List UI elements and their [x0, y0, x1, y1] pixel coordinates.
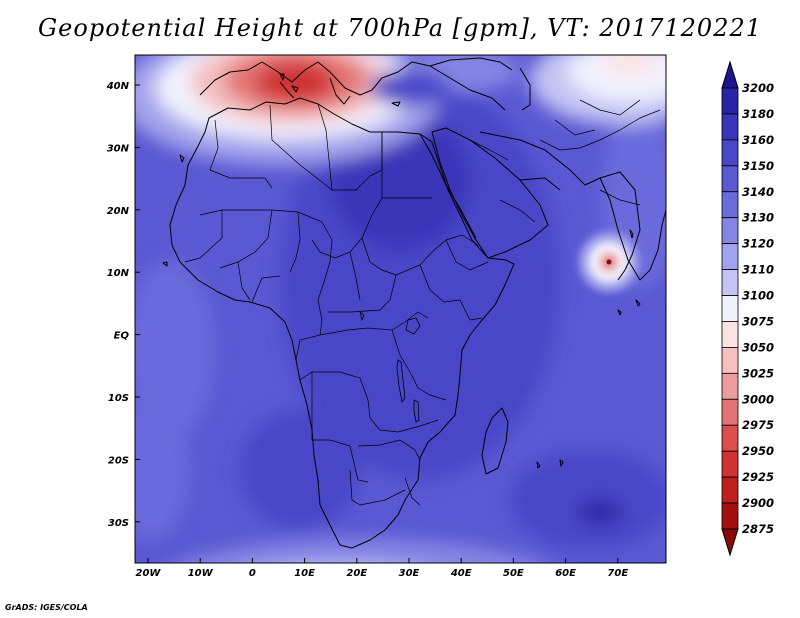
- colorbar-label: 2975: [742, 418, 774, 432]
- y-tick-label: 20N: [107, 206, 130, 217]
- colorbar-label: 3150: [742, 159, 774, 173]
- colorbar-band: [721, 269, 739, 296]
- colorbar-bottom-arrow: [721, 528, 739, 557]
- colorbar-label: 3120: [742, 237, 774, 251]
- colorbar-band: [721, 321, 739, 348]
- colorbar-band: [721, 424, 739, 452]
- colorbar: 3200 3180 3160 3150 3140 3130 3120 3110 3100 3075…: [721, 60, 774, 557]
- x-tick-label: 40E: [450, 568, 472, 579]
- colorbar-label: 2950: [742, 444, 774, 458]
- colorbar-label: 2925: [742, 470, 774, 484]
- grads-credit: GrADS: IGES/COLA: [5, 603, 88, 612]
- colorbar-label: 3000: [742, 392, 774, 406]
- x-tick-label: 60E: [555, 568, 576, 579]
- colorbar-label: 3025: [742, 366, 774, 380]
- x-tick-label: 10W: [188, 568, 214, 579]
- colorbar-band: [721, 372, 739, 400]
- y-tick-label: 40N: [106, 81, 130, 92]
- x-tick-label: 50E: [503, 568, 524, 579]
- colorbar-label: 3130: [742, 211, 774, 225]
- coastlines: [162, 57, 666, 549]
- colorbar-label: 3075: [742, 314, 774, 328]
- colorbar-label: 3160: [742, 133, 774, 147]
- colorbar-label: 3050: [742, 340, 774, 354]
- colorbar-label: 3110: [742, 263, 774, 277]
- colorbar-label: 3140: [742, 185, 774, 199]
- colorbar-label: 2900: [742, 496, 774, 510]
- colorbar-band: [721, 113, 739, 141]
- colorbar-label: 3200: [742, 81, 774, 95]
- x-tick-label: 0: [249, 568, 256, 579]
- colorbar-band: [721, 217, 739, 245]
- y-tick-label: 10S: [108, 393, 129, 404]
- x-tick-label: 20E: [346, 568, 367, 579]
- x-tick-label: 30E: [399, 568, 420, 579]
- x-tick-label: 70E: [607, 568, 628, 579]
- colorbar-label: 3180: [742, 107, 774, 121]
- x-axis-ticks: 20W 10W 0 10E 20E 30E 40E 50E 60E 70E: [136, 558, 628, 579]
- colorbar-band: [721, 139, 739, 167]
- y-tick-label: 10N: [107, 268, 130, 279]
- y-tick-label: 30S: [108, 518, 129, 529]
- map-frame: [134, 54, 667, 564]
- colorbar-band: [721, 165, 739, 193]
- colorbar-band: [721, 450, 739, 478]
- colorbar-band: [721, 191, 739, 219]
- map-title: Geopotential Height at 700hPa [gpm], VT:…: [38, 14, 762, 42]
- y-tick-label: 30N: [107, 143, 130, 154]
- colorbar-label: 3100: [742, 289, 774, 303]
- y-axis-ticks: 40N 30N 20N 10N EQ 10S 20S 30S: [106, 81, 140, 529]
- colorbar-band: [721, 295, 739, 322]
- colorbar-band: [721, 502, 739, 530]
- colorbar-band: [721, 347, 739, 374]
- lakes: [359, 311, 421, 423]
- height-field: [135, 55, 666, 563]
- x-tick-label: 10E: [294, 568, 315, 579]
- x-tick-label: 20W: [136, 568, 162, 579]
- colorbar-label: 2875: [742, 522, 774, 536]
- national-borders: [184, 99, 661, 506]
- colorbar-band: [721, 243, 739, 270]
- y-tick-label: EQ: [114, 331, 130, 342]
- colorbar-top-arrow: [721, 60, 739, 89]
- y-tick-label: 20S: [108, 455, 129, 466]
- colorbar-band: [721, 476, 739, 504]
- colorbar-band: [721, 398, 739, 426]
- colorbar-band: [721, 87, 739, 115]
